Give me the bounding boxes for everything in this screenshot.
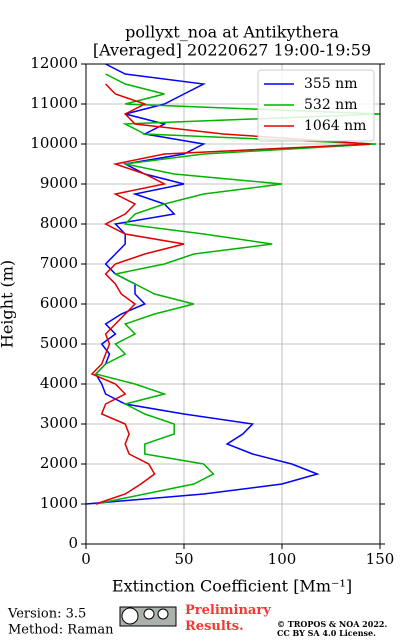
chart-title: pollyxt_noa at Antikythera [125, 23, 339, 42]
method: Method: Raman [8, 623, 114, 638]
y-axis-label: Height (m) [0, 260, 17, 348]
y-tick-label: 2000 [40, 454, 78, 472]
x-tick-label: 50 [174, 550, 193, 568]
y-tick-label: 11000 [30, 94, 78, 112]
y-tick-label: 5000 [40, 334, 78, 352]
y-tick-label: 9000 [40, 174, 78, 192]
legend-label: 1064 nm [304, 118, 366, 134]
copyright: © TROPOS & NOA 2022. [277, 619, 387, 629]
chart-subtitle: [Averaged] 20220627 19:00-19:59 [93, 41, 371, 60]
y-tick-label: 6000 [40, 294, 78, 312]
x-tick-label: 0 [81, 550, 91, 568]
x-tick-label: 150 [366, 550, 395, 568]
x-axis-label: Extinction Coefficient [Mm⁻¹] [112, 577, 352, 596]
status: Preliminary Results. [185, 603, 271, 634]
y-tick-label: 1000 [40, 494, 78, 512]
profile-line [90, 83, 371, 505]
legend-label: 532 nm [304, 97, 357, 113]
plot-frame [85, 63, 381, 545]
y-tick-label: 10000 [30, 134, 78, 152]
y-tick-label: 0 [68, 534, 78, 552]
legend-box [257, 69, 375, 142]
y-tick-label: 8000 [40, 214, 78, 232]
legend-label: 355 nm [304, 76, 357, 92]
y-tick-label: 3000 [40, 414, 78, 432]
y-tick-label: 12000 [30, 54, 78, 72]
version: Version: 3.5 [7, 607, 86, 622]
license-logo [119, 606, 177, 627]
license: CC BY SA 4.0 License. [277, 628, 376, 638]
y-tick-label: 4000 [40, 374, 78, 392]
x-tick-label: 100 [268, 550, 297, 568]
y-tick-label: 7000 [40, 254, 78, 272]
